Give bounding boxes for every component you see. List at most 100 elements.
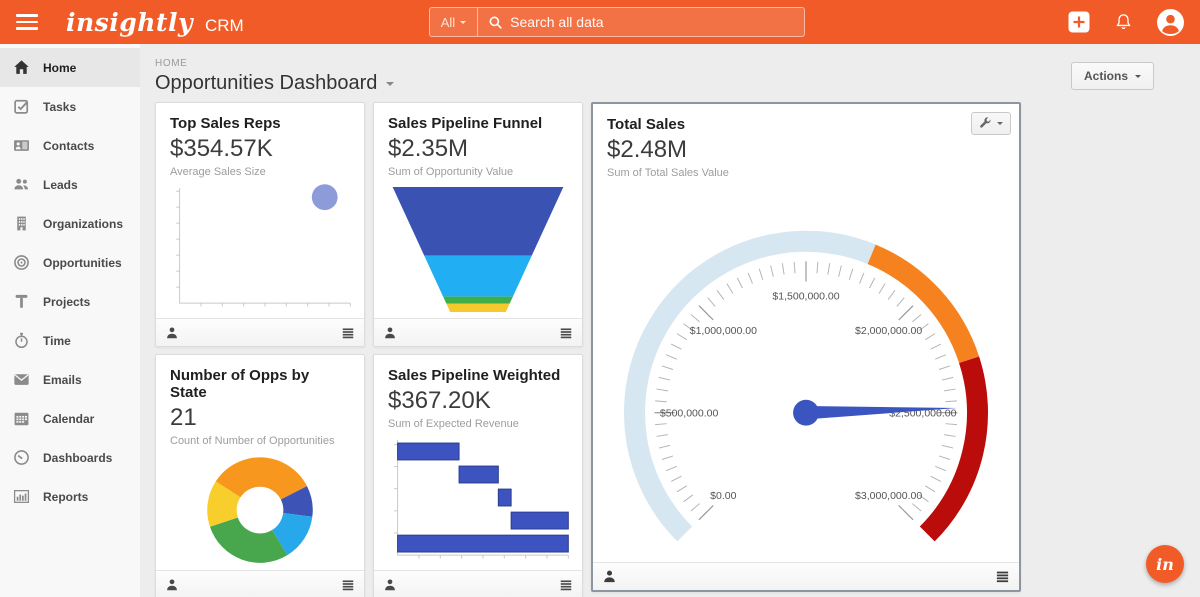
owner-person-icon[interactable] [383, 326, 397, 340]
list-view-icon[interactable] [341, 578, 355, 592]
opportunities-target-icon [14, 255, 29, 270]
dashboard-switcher-chevron-icon[interactable] [386, 81, 395, 86]
organizations-icon [17, 216, 26, 231]
breadcrumb[interactable]: HOME [155, 58, 188, 69]
sidebar-item-label: Emails [43, 372, 82, 387]
sidebar: Home Tasks Contacts Leads Organizations … [0, 44, 140, 597]
page-title: Opportunities Dashboard [155, 72, 378, 94]
sales-pipeline-funnel-chart[interactable] [374, 178, 582, 318]
chevron-down-icon [1135, 74, 1141, 78]
card-sales-pipeline-weighted: Sales Pipeline Weighted $367.20K Sum of … [373, 354, 583, 597]
quick-add-button[interactable] [1068, 11, 1090, 33]
insightly-fab-button[interactable]: in [1146, 545, 1184, 583]
card-subtitle: Sum of Total Sales Value [607, 167, 729, 179]
user-avatar[interactable] [1157, 8, 1184, 36]
sidebar-item-label: Projects [43, 294, 91, 309]
card-opps-by-state: Number of Opps by State 21 Count of Numb… [155, 354, 365, 597]
contacts-icon [14, 140, 29, 151]
svg-text:$0.00: $0.00 [710, 490, 736, 502]
search-scope-dropdown[interactable]: All [430, 8, 477, 36]
card-footer [374, 570, 582, 597]
sidebar-item-label: Home [43, 60, 77, 75]
actions-button[interactable]: Actions [1070, 62, 1154, 90]
card-top-sales-reps: Top Sales Reps $354.57K Average Sales Si… [155, 102, 365, 347]
sidebar-item-label: Time [43, 333, 71, 348]
list-view-icon[interactable] [559, 326, 573, 340]
list-view-icon[interactable] [995, 569, 1010, 584]
search-scope-value: All [440, 14, 456, 30]
sidebar-item-tasks[interactable]: Tasks [0, 87, 140, 126]
card-subtitle: Sum of Expected Revenue [388, 418, 519, 430]
list-view-icon[interactable] [559, 578, 573, 592]
search-input[interactable] [510, 14, 804, 30]
card-footer [156, 318, 364, 346]
brand-logo[interactable]: insightly CRM [66, 8, 244, 37]
sidebar-item-emails[interactable]: Emails [0, 360, 140, 399]
svg-text:$3,000,000.00: $3,000,000.00 [855, 490, 922, 502]
search-divider [477, 8, 479, 36]
brand-product-label: CRM [204, 15, 244, 35]
card-subtitle: Count of Number of Opportunities [170, 435, 335, 447]
sidebar-item-dashboards[interactable]: Dashboards [0, 438, 140, 477]
plus-icon [1073, 16, 1085, 28]
dashboards-gauge-icon [14, 450, 29, 465]
sidebar-item-calendar[interactable]: Calendar [0, 399, 140, 438]
card-footer [593, 562, 1019, 590]
card-subtitle: Sum of Opportunity Value [388, 166, 514, 178]
brand-wordmark: insightly [66, 7, 193, 37]
sales-pipeline-weighted-chart[interactable] [374, 430, 582, 570]
wrench-icon [980, 117, 991, 128]
small-cards-column: Top Sales Reps $354.57K Average Sales Si… [155, 102, 583, 597]
card-footer [156, 570, 364, 597]
card-title: Sales Pipeline Funnel [388, 115, 543, 132]
owner-person-icon[interactable] [165, 326, 179, 340]
chevron-down-icon [460, 20, 467, 24]
owner-person-icon[interactable] [165, 578, 179, 592]
sidebar-item-label: Dashboards [43, 450, 113, 465]
global-search: All [428, 7, 805, 37]
card-title: Sales Pipeline Weighted [388, 367, 561, 384]
sidebar-item-reports[interactable]: Reports [0, 477, 140, 516]
sidebar-item-label: Reports [43, 489, 89, 504]
card-metric: $354.57K [170, 135, 273, 162]
sidebar-item-home[interactable]: Home [0, 48, 140, 87]
sidebar-item-label: Leads [43, 177, 78, 192]
reports-barchart-icon [13, 490, 30, 503]
svg-text:$1,500,000.00: $1,500,000.00 [772, 291, 839, 303]
sidebar-item-label: Organizations [43, 216, 124, 231]
card-metric: $2.35M [388, 135, 469, 162]
home-icon [14, 60, 29, 74]
card-metric: 21 [170, 404, 197, 431]
sidebar-item-opportunities[interactable]: Opportunities [0, 243, 140, 282]
topbar: insightly CRM All [0, 0, 1200, 44]
tasks-icon [14, 99, 29, 114]
owner-person-icon[interactable] [383, 578, 397, 592]
calendar-icon [14, 412, 29, 426]
projects-hammer-icon [15, 294, 28, 308]
card-metric: $2.48M [607, 136, 688, 163]
dashboard-grid: Top Sales Reps $354.57K Average Sales Si… [150, 102, 1154, 597]
page-header: HOME Opportunities Dashboard Actions [150, 54, 1154, 95]
time-stopwatch-icon [15, 332, 28, 349]
svg-text:$2,000,000.00: $2,000,000.00 [855, 325, 922, 337]
list-view-icon[interactable] [341, 326, 355, 340]
card-subtitle: Average Sales Size [170, 166, 266, 178]
widget-settings-button[interactable] [971, 112, 1011, 135]
main-content: HOME Opportunities Dashboard Actions Top… [140, 44, 1200, 597]
sidebar-item-contacts[interactable]: Contacts [0, 126, 140, 165]
sidebar-item-leads[interactable]: Leads [0, 165, 140, 204]
menu-hamburger-icon[interactable] [16, 14, 38, 30]
card-total-sales: Total Sales $2.48M Sum of Total Sales Va… [591, 102, 1021, 592]
sidebar-item-organizations[interactable]: Organizations [0, 204, 140, 243]
svg-text:$500,000.00: $500,000.00 [660, 408, 719, 420]
sidebar-item-projects[interactable]: Projects [0, 282, 140, 321]
total-sales-gauge-chart[interactable]: $0.00 $500,000.00 $1,000,000.00 $1,500,000.… [593, 179, 1019, 562]
notifications-bell-icon[interactable] [1114, 12, 1133, 32]
sidebar-item-time[interactable]: Time [0, 321, 140, 360]
card-title: Number of Opps by State [170, 367, 310, 401]
card-metric: $367.20K [388, 387, 491, 414]
owner-person-icon[interactable] [602, 569, 617, 584]
leads-icon [14, 178, 29, 190]
top-sales-reps-bubble-chart[interactable] [156, 178, 364, 318]
opps-by-state-donut-chart[interactable] [156, 447, 364, 570]
